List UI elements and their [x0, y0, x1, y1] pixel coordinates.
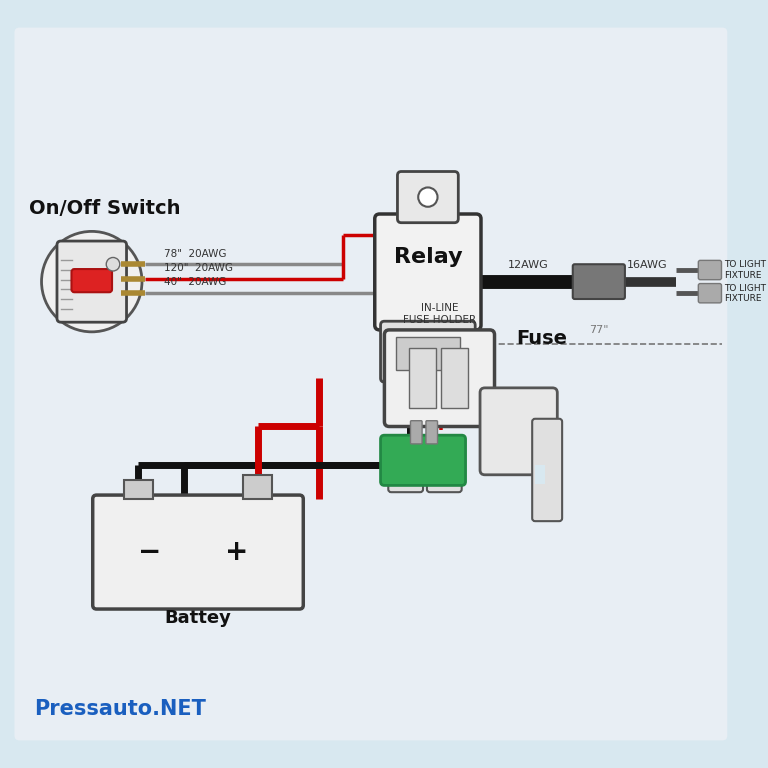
Text: 78"  20AWG: 78" 20AWG: [164, 249, 227, 259]
Text: 12AWG: 12AWG: [508, 260, 548, 270]
Text: Pressauto.NET: Pressauto.NET: [34, 699, 206, 719]
Circle shape: [41, 231, 142, 332]
FancyBboxPatch shape: [532, 419, 562, 521]
FancyBboxPatch shape: [375, 214, 481, 330]
FancyBboxPatch shape: [480, 388, 558, 475]
Bar: [124, 480, 153, 499]
Text: +: +: [225, 538, 248, 566]
Text: On/Off Switch: On/Off Switch: [29, 199, 180, 218]
FancyBboxPatch shape: [398, 171, 458, 223]
Text: Relay: Relay: [393, 247, 462, 267]
Bar: [535, 465, 545, 485]
Text: TO LIGHT
FIXTURE: TO LIGHT FIXTURE: [724, 283, 766, 303]
FancyBboxPatch shape: [573, 264, 625, 299]
Text: IN-LINE
FUSE HOLDER: IN-LINE FUSE HOLDER: [403, 303, 476, 325]
Text: 16AWG: 16AWG: [627, 260, 667, 270]
Text: 77": 77": [589, 325, 608, 335]
FancyBboxPatch shape: [427, 438, 462, 492]
FancyBboxPatch shape: [426, 421, 438, 444]
FancyBboxPatch shape: [389, 438, 423, 492]
FancyBboxPatch shape: [385, 330, 495, 426]
Bar: [396, 336, 460, 370]
Circle shape: [419, 187, 438, 207]
Text: Battey: Battey: [164, 608, 231, 627]
Bar: [442, 348, 468, 408]
Text: −: −: [138, 538, 161, 566]
Text: 120"  20AWG: 120" 20AWG: [164, 263, 233, 273]
FancyBboxPatch shape: [57, 241, 127, 323]
FancyBboxPatch shape: [698, 283, 721, 303]
FancyBboxPatch shape: [410, 421, 422, 444]
FancyBboxPatch shape: [15, 28, 727, 740]
FancyBboxPatch shape: [93, 495, 303, 609]
Text: Fuse: Fuse: [517, 329, 568, 349]
FancyBboxPatch shape: [381, 321, 475, 382]
FancyBboxPatch shape: [71, 269, 112, 293]
FancyBboxPatch shape: [698, 260, 721, 280]
FancyBboxPatch shape: [381, 435, 465, 485]
Circle shape: [106, 257, 120, 271]
Bar: [409, 348, 435, 408]
Bar: [243, 475, 273, 499]
Text: TO LIGHT
FIXTURE: TO LIGHT FIXTURE: [724, 260, 766, 280]
Text: 40"  20AWG: 40" 20AWG: [164, 277, 227, 287]
